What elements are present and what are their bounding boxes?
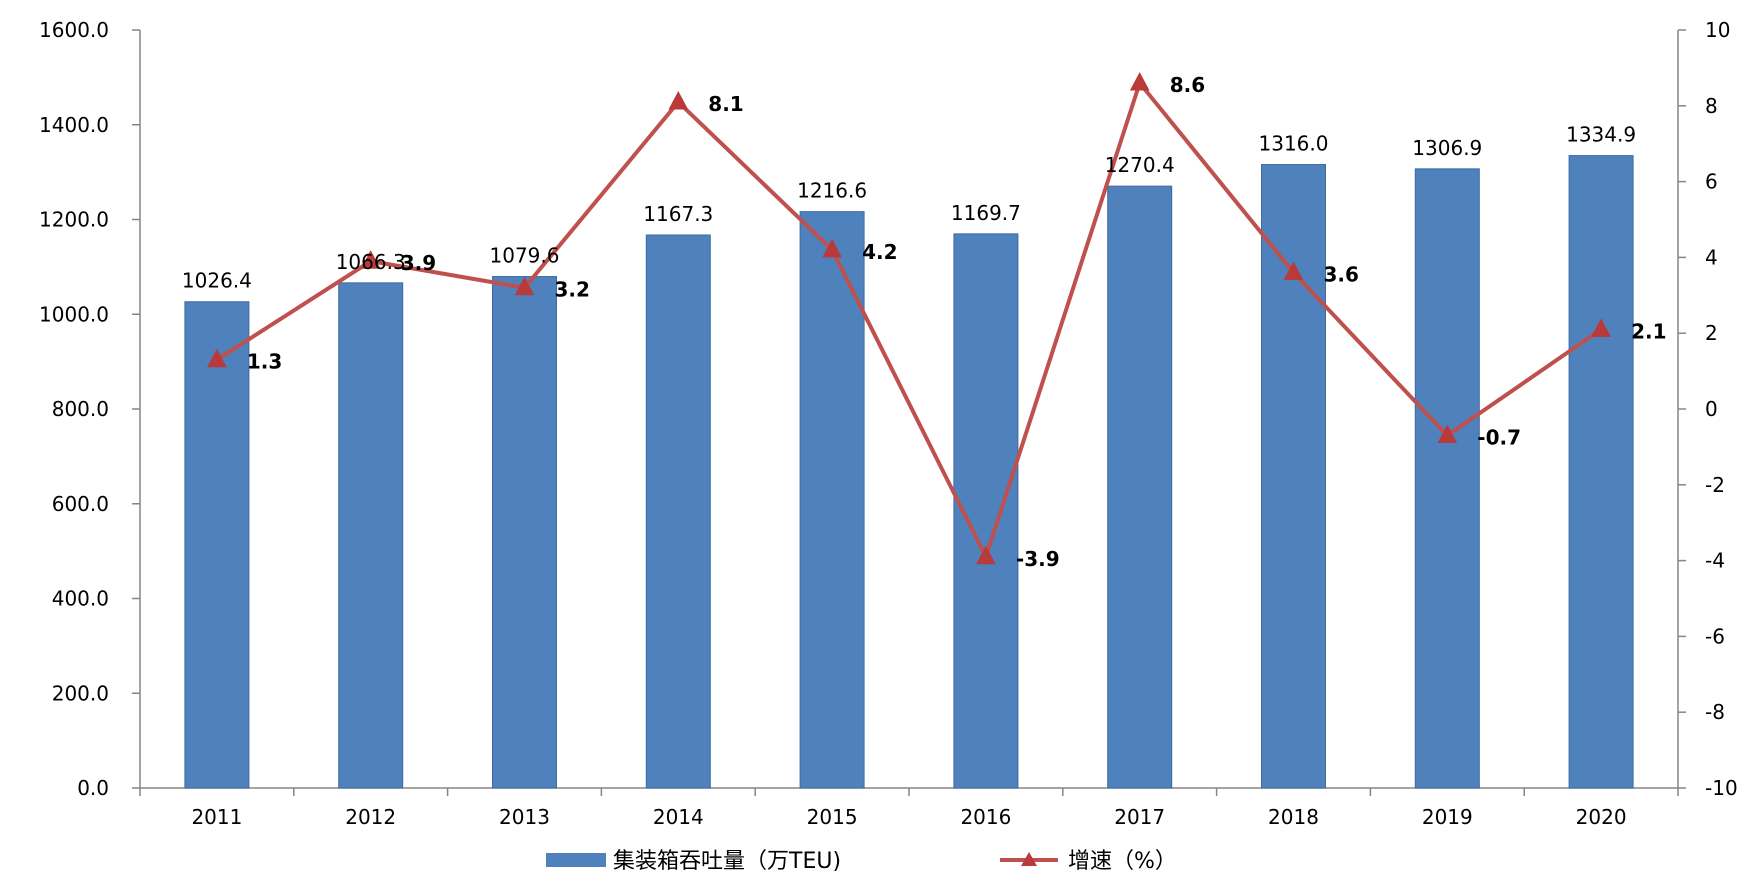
bar — [1261, 164, 1326, 789]
bar-value-label: 1167.3 — [643, 202, 713, 226]
legend-bar-label: 集装箱吞吐量（万TEU) — [613, 849, 841, 874]
x-tick-label: 2017 — [1114, 805, 1165, 829]
x-tick-label: 2020 — [1576, 805, 1627, 829]
y-right-tick-label: 2 — [1705, 321, 1718, 345]
y-right-tick-label: -4 — [1705, 549, 1725, 573]
line-point-marker — [360, 250, 381, 269]
bar — [492, 276, 557, 789]
bar-value-label: 1270.4 — [1105, 153, 1175, 177]
growth-line — [215, 81, 1603, 559]
bar-value-label: 1316.0 — [1259, 132, 1329, 156]
line-value-label: 3.6 — [1324, 263, 1359, 287]
y-right-tick-label: -8 — [1705, 700, 1725, 724]
line-value-label: 4.2 — [862, 240, 897, 264]
bar-value-label: 1079.6 — [490, 244, 560, 268]
y-right-tick-label: 4 — [1705, 245, 1718, 269]
line-point-marker — [514, 276, 535, 296]
bar — [338, 282, 404, 789]
bar-value-label: 1306.9 — [1412, 136, 1482, 160]
line-value-label: 3.9 — [401, 251, 436, 275]
y-left-tick-label: 1000.0 — [39, 302, 109, 326]
line-value-label: 1.3 — [247, 350, 282, 374]
bar — [1568, 155, 1634, 789]
bar — [1414, 168, 1480, 789]
x-tick-label: 2013 — [499, 805, 550, 829]
x-tick-label: 2014 — [653, 805, 704, 829]
data-labels: 1026.4 1066.3 1079.6 1167.3 1216.6 1169.7 1270… — [182, 73, 1667, 571]
bar-value-label: 1216.6 — [797, 179, 867, 203]
x-tick-label: 2016 — [960, 805, 1011, 829]
bar-value-label: 1334.9 — [1566, 123, 1636, 147]
line-point-marker — [976, 545, 996, 565]
line-point-marker — [1437, 424, 1458, 444]
y-left-tick-label: 0.0 — [77, 776, 109, 800]
line-point-marker — [668, 90, 689, 110]
legend-line-marker — [1021, 852, 1037, 866]
line-series — [207, 71, 1611, 565]
y-right-tick-label: 10 — [1705, 18, 1730, 42]
y-left-tick-label: 400.0 — [52, 587, 109, 611]
y-right-tick-label: 8 — [1705, 94, 1718, 118]
line-point-marker — [207, 348, 227, 368]
legend-bar-swatch — [546, 853, 606, 867]
y-left-tick-label: 800.0 — [52, 397, 109, 421]
bar — [1107, 185, 1173, 789]
legend: 集装箱吞吐量（万TEU) 增速（%） — [546, 849, 1177, 874]
y-right-tick-label: 6 — [1705, 170, 1718, 194]
line-point-marker — [1129, 71, 1150, 91]
y-right-tick-label: -10 — [1705, 776, 1738, 800]
y-left-tick-label: 1600.0 — [39, 18, 109, 42]
axes: 0.0 200.0 400.0 600.0 800.0 1000.0 1200.0 1400.… — [39, 18, 1738, 829]
line-value-label: -0.7 — [1477, 426, 1521, 450]
x-tick-label: 2012 — [345, 805, 396, 829]
y-left-tick-label: 1400.0 — [39, 113, 109, 137]
line-point-marker — [822, 238, 842, 258]
line-value-label: -3.9 — [1016, 547, 1060, 571]
line-value-label: 3.2 — [555, 278, 590, 302]
y-right-tick-label: -2 — [1705, 473, 1725, 497]
bar — [799, 211, 865, 789]
line-value-label: 8.6 — [1170, 73, 1205, 97]
bar — [184, 301, 250, 789]
bar-value-label: 1026.4 — [182, 269, 252, 293]
y-right-tick-label: 0 — [1705, 397, 1718, 421]
x-tick-label: 2015 — [807, 805, 858, 829]
x-tick-label: 2011 — [191, 805, 242, 829]
line-point-marker — [1591, 318, 1611, 337]
x-tick-label: 2019 — [1422, 805, 1473, 829]
line-value-label: 2.1 — [1631, 319, 1666, 343]
bar-value-label: 1066.3 — [336, 250, 406, 274]
y-left-tick-label: 1200.0 — [39, 208, 109, 232]
bar-value-label: 1169.7 — [951, 201, 1021, 225]
legend-line-label: 增速（%） — [1068, 849, 1177, 874]
line-value-label: 8.1 — [708, 92, 743, 116]
bar — [645, 234, 711, 789]
y-left-tick-label: 200.0 — [52, 681, 109, 705]
y-left-tick-label: 600.0 — [52, 492, 109, 516]
y-right-tick-label: -6 — [1705, 624, 1725, 648]
x-tick-label: 2018 — [1268, 805, 1319, 829]
line-point-marker — [1283, 261, 1304, 281]
